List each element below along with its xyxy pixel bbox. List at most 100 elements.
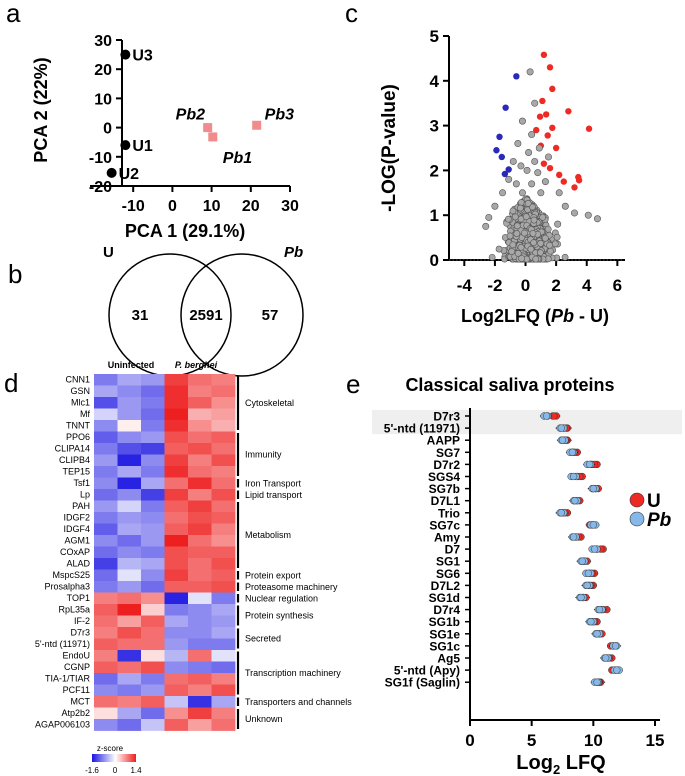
saliva-point-pb <box>569 533 578 541</box>
heatmap-cell <box>211 535 236 547</box>
saliva-point-pb <box>593 678 601 686</box>
volcano-point-ns <box>527 245 535 253</box>
heatmap-row-label: MCT <box>71 697 91 707</box>
volcano-point-ns <box>532 255 540 263</box>
volcano-point-up <box>540 160 548 167</box>
heatmap-cell <box>211 523 236 536</box>
heatmap-cell <box>94 374 118 386</box>
heatmap-cell <box>211 650 236 662</box>
heatmap-row-label: Lp <box>80 490 90 500</box>
volcano-point-ns <box>509 157 517 165</box>
heatmap-cell <box>211 627 236 639</box>
saliva-row-label: D7 <box>445 543 461 557</box>
pca-y-tick-label: 0 <box>103 121 112 138</box>
volcano-x-tick-label: 0 <box>521 276 530 295</box>
pca-point-pb1 <box>208 132 218 142</box>
volcano-point-ns <box>537 189 545 197</box>
saliva-row-label: D7L1 <box>431 494 461 508</box>
saliva-point-pb <box>587 618 595 626</box>
saliva-point-pb <box>569 472 578 481</box>
heatmap-cell <box>188 500 212 513</box>
heatmap-cell <box>188 397 212 409</box>
panel-label-d: d <box>4 368 18 398</box>
heatmap-cell <box>211 592 236 605</box>
heatmap-cell <box>164 604 189 616</box>
volcano-point-ns <box>524 199 532 207</box>
saliva-row-label: D7r4 <box>433 603 460 617</box>
saliva-point-pb <box>595 605 604 614</box>
heatmap-cell <box>188 719 212 731</box>
volcano-point-ns <box>525 148 533 156</box>
heatmap-cell <box>117 385 142 398</box>
pca-point-label: Pb3 <box>265 106 294 123</box>
heatmap-cell <box>164 385 189 398</box>
heatmap-row-label: Prosalpha3 <box>44 582 90 592</box>
volcano-point-down <box>505 166 512 173</box>
saliva-legend-label-pb: Pb <box>647 510 672 531</box>
pca-point-label: Pb2 <box>176 107 205 124</box>
heatmap-cell <box>164 615 189 628</box>
heatmap-cell <box>94 615 118 628</box>
heatmap-category-label: Immunity <box>245 450 282 460</box>
volcano-x-tick-label: 2 <box>551 276 560 295</box>
heatmap-cell <box>94 546 118 559</box>
volcano-point-ns <box>514 140 522 148</box>
heatmap-cell <box>188 523 212 536</box>
heatmap-cell <box>164 707 189 720</box>
heatmap-cell <box>141 489 165 501</box>
heatmap-cell <box>94 684 118 697</box>
heatmap-cell <box>94 581 118 593</box>
volcano-point-up <box>552 144 560 152</box>
heatmap-cell <box>164 489 189 501</box>
zscore-label: z-score <box>97 744 124 753</box>
heatmap-cell <box>141 558 165 570</box>
saliva-title: Classical saliva proteins <box>405 375 614 395</box>
heatmap-cell <box>211 696 236 708</box>
heatmap-cell <box>188 443 212 455</box>
volcano-point-ns <box>491 202 499 210</box>
volcano-point-ns <box>513 230 521 237</box>
heatmap-cell <box>211 673 236 685</box>
heatmap-category-label: Unknown <box>245 714 283 724</box>
heatmap-cell <box>117 696 142 708</box>
heatmap-cell <box>117 592 142 605</box>
venn-label-u: U <box>103 244 114 261</box>
heatmap-category-label: Lipid transport <box>245 490 303 500</box>
saliva-point-pb <box>578 557 586 565</box>
heatmap-cell <box>164 696 189 708</box>
heatmap-cell <box>94 638 118 651</box>
heatmap-cell <box>141 707 165 720</box>
volcano-point-down <box>498 153 505 161</box>
volcano-point-ns <box>517 243 525 251</box>
heatmap-cell <box>211 477 236 490</box>
volcano-point-ns <box>531 157 539 165</box>
heatmap-cell <box>188 489 212 501</box>
venn-label-pb: Pb <box>284 244 303 261</box>
venn-only-u: 31 <box>132 307 149 324</box>
pca-point-u1 <box>120 140 131 151</box>
heatmap-row-label: Mf <box>80 409 90 419</box>
heatmap-cell <box>117 638 142 651</box>
heatmap-cell <box>141 627 165 639</box>
heatmap-cell <box>164 512 189 524</box>
heatmap-row-label: IDGF4 <box>63 524 90 534</box>
heatmap-cell <box>141 546 165 559</box>
pca-point-label: U2 <box>119 166 140 183</box>
saliva-point-pb <box>542 412 551 420</box>
volcano-point-up <box>533 126 540 134</box>
saliva-row-label: SG1e <box>429 627 460 641</box>
venn-diagram: U Pb 31 2591 57 <box>103 244 304 377</box>
panel-label-a: a <box>6 0 21 28</box>
volcano-point-ns <box>534 169 542 177</box>
heatmap-category-label: Protein export <box>245 570 302 580</box>
volcano-point-up <box>540 51 548 59</box>
volcano-point-ns <box>547 247 554 255</box>
pca-x-tick-label: 0 <box>168 198 177 215</box>
heatmap-cell <box>188 374 212 386</box>
heatmap-cell <box>141 397 165 409</box>
heatmap-cell <box>164 569 189 582</box>
heatmap-row-label: AGM1 <box>64 536 90 546</box>
saliva-point-pb <box>613 666 621 674</box>
volcano-point-ns <box>511 213 519 221</box>
heatmap: Uninfected P. berghei CNN1GSNMlc1MfTNNTP… <box>35 360 352 775</box>
